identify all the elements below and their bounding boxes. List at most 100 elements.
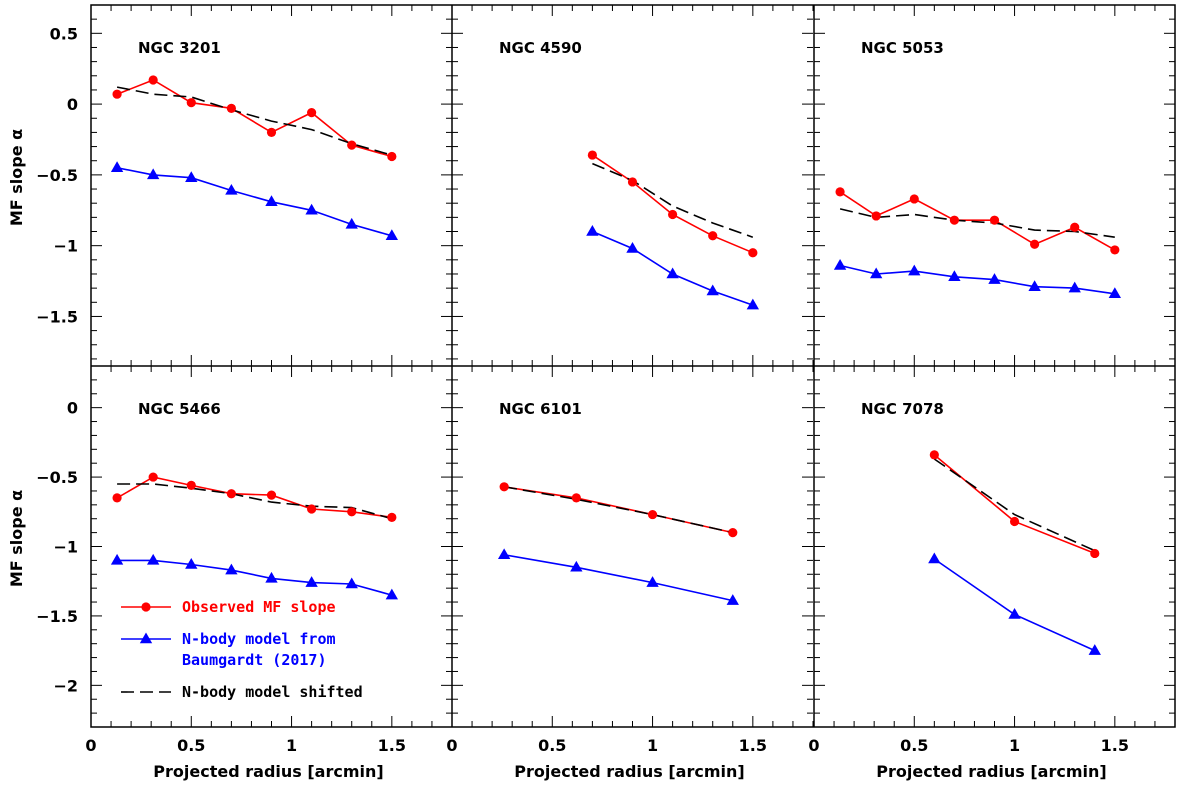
shifted-series-line: [116, 86, 393, 156]
panel-title: NGC 7078: [861, 400, 944, 418]
nbody-triangle-marker: [265, 195, 278, 207]
y-tick-label: −0.5: [36, 468, 78, 487]
legend-shifted-label: N-body model shifted: [182, 683, 363, 701]
y-tick-label: −1: [53, 237, 78, 256]
legend: Observed MF slope N-body model from Baumga…: [121, 598, 363, 701]
observed-circle-marker: [148, 75, 158, 85]
x-tick-label: 0.5: [538, 736, 566, 755]
nbody-triangle-marker: [497, 548, 511, 560]
y-tick-label: 0.5: [50, 24, 78, 43]
nbody-triangle-marker: [146, 168, 160, 180]
y-tick-label: −1: [53, 538, 78, 557]
x-axis-title: Projected radius [arcmin]: [514, 762, 744, 781]
nbody-series-line: [839, 264, 1115, 295]
observed-circle-marker: [112, 89, 122, 99]
x-tick-label: 1: [286, 736, 297, 755]
observed-circle-marker: [1090, 548, 1100, 559]
observed-circle-marker: [307, 107, 317, 118]
observed-circle-marker: [499, 482, 509, 492]
nbody-triangle-marker: [345, 577, 358, 589]
panel-title: NGC 5466: [138, 400, 221, 418]
observed-circle-marker: [307, 504, 317, 514]
y-tick-label: −1.5: [36, 307, 78, 326]
y-tick-label: 0: [67, 399, 78, 418]
nbody-triangle-marker: [110, 161, 124, 173]
nbody-triangle-marker: [626, 241, 639, 253]
nbody-triangle-marker: [1028, 280, 1041, 291]
panel-ticks-0-1: [451, 5, 814, 366]
observed-circle-marker: [949, 215, 959, 225]
observed-circle-marker: [929, 450, 939, 460]
legend-observed-label: Observed MF slope: [182, 598, 336, 616]
y-tick-label: −2: [53, 676, 78, 695]
nbody-triangle-marker: [646, 576, 659, 587]
panel-ticks-1-0: [90, 366, 453, 727]
nbody-triangle-marker: [746, 298, 760, 310]
nbody-triangle-marker: [726, 594, 739, 605]
nbody-triangle-marker: [225, 183, 238, 195]
panel-ticks-1-1: [451, 366, 814, 727]
nbody-triangle-marker: [385, 229, 399, 240]
legend-observed-marker: [141, 602, 151, 612]
nbody-triangle-marker: [988, 273, 1001, 284]
nbody-triangle-marker: [146, 553, 160, 565]
shifted-series-line: [839, 208, 1115, 238]
observed-circle-marker: [627, 177, 638, 187]
observed-series-line: [503, 486, 733, 534]
nbody-triangle-marker: [305, 203, 318, 215]
figure-frame: [90, 4, 1176, 728]
observed-circle-marker: [266, 490, 277, 500]
x-tick-label: 1.5: [739, 736, 767, 755]
x-tick-label: 0.5: [177, 736, 205, 755]
nbody-triangle-marker: [185, 171, 198, 182]
panel-ngc-4590: NGC 4590: [499, 39, 760, 310]
observed-circle-marker: [668, 209, 678, 220]
observed-circle-marker: [186, 98, 196, 108]
x-tick-label: 1: [1009, 736, 1020, 755]
panel-ticks-0-0: [90, 5, 453, 366]
observed-circle-marker: [871, 211, 881, 221]
nbody-triangle-marker: [666, 267, 679, 279]
observed-series-line: [933, 454, 1096, 555]
y-tick-label: −0.5: [36, 166, 78, 185]
nbody-triangle-marker: [1008, 608, 1021, 619]
axes-text-group: 0.5 0 −0.5 −1 −1.5 0 −0.5 −1 −1.5 −2 0 0.5 1 1.5 Proje…: [7, 24, 1129, 781]
x-axis-title: Projected radius [arcmin]: [153, 762, 383, 781]
nbody-triangle-marker: [586, 225, 599, 236]
x-axis-title: Projected radius [arcmin]: [876, 762, 1106, 781]
y-tick-label: −1.5: [36, 607, 78, 626]
nbody-triangle-marker: [305, 576, 318, 587]
shifted-series-line: [503, 486, 733, 534]
observed-circle-marker: [909, 194, 919, 204]
y-axis-title: MF slope α: [7, 129, 26, 226]
observed-series-line: [116, 476, 392, 519]
observed-circle-marker: [708, 231, 718, 241]
x-tick-label: 1.5: [378, 736, 406, 755]
panel-ngc-5466: NGC 5466: [110, 400, 399, 600]
panel-title: NGC 6101: [499, 400, 582, 418]
observed-circle-marker: [728, 528, 738, 538]
nbody-series-line: [503, 554, 733, 602]
nbody-triangle-marker: [385, 588, 399, 600]
observed-circle-marker: [1110, 245, 1120, 255]
y-tick-label: 0: [67, 95, 78, 114]
observed-circle-marker: [186, 480, 196, 491]
x-tick-label: 0.5: [900, 736, 928, 755]
observed-circle-marker: [226, 489, 236, 499]
nbody-triangle-marker: [706, 284, 719, 296]
nbody-triangle-marker: [1108, 287, 1122, 299]
shifted-series-line: [592, 162, 754, 238]
nbody-triangle-marker: [869, 267, 883, 279]
nbody-triangle-marker: [185, 558, 198, 569]
panel-ticks-0-2: [813, 5, 1176, 366]
nbody-triangle-marker: [110, 553, 124, 565]
shifted-series-line: [117, 483, 393, 520]
x-tick-label: 1.5: [1101, 736, 1129, 755]
observed-series-line: [839, 191, 1116, 251]
nbody-triangle-marker: [833, 258, 847, 270]
nbody-triangle-marker: [570, 560, 583, 572]
nbody-triangle-marker: [345, 217, 358, 229]
nbody-triangle-marker: [265, 571, 278, 583]
observed-circle-marker: [226, 103, 236, 113]
observed-circle-marker: [266, 127, 277, 138]
